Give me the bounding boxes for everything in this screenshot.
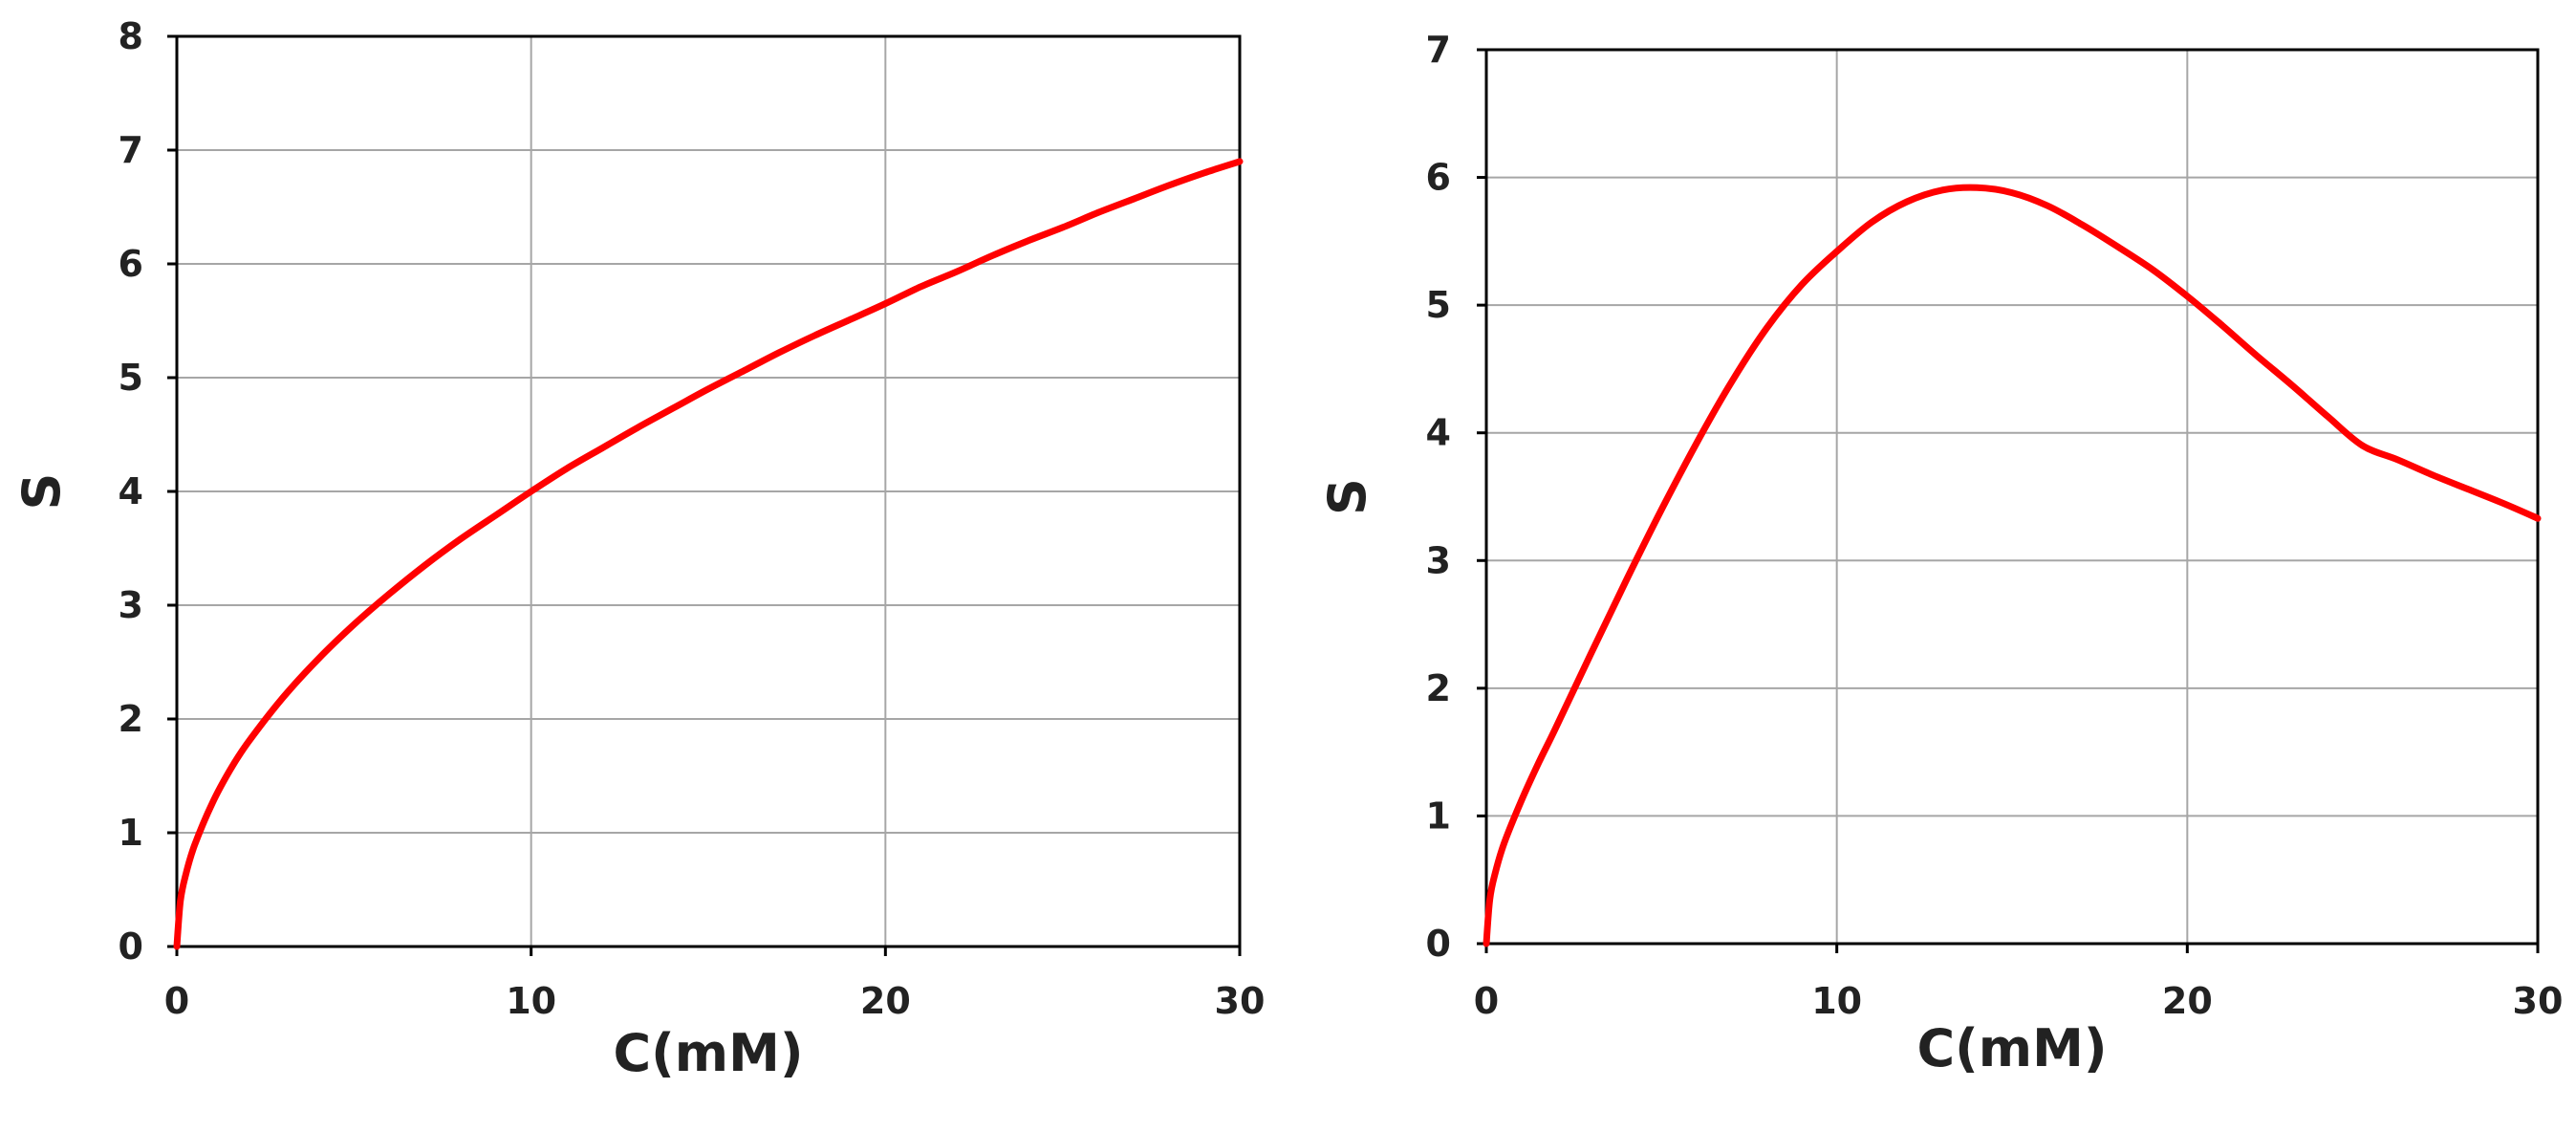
y-tick-label: 2 <box>1426 667 1451 709</box>
series-line <box>173 158 1244 950</box>
x-tick-label: 10 <box>1811 980 1862 1022</box>
y-tick-label: 6 <box>1426 157 1451 199</box>
x-tick-label: 20 <box>2162 980 2213 1022</box>
x-tick-label: 0 <box>1474 980 1499 1022</box>
y-axis-label: S <box>1317 478 1377 515</box>
y-axis-label: S <box>11 473 72 511</box>
x-axis-label: C(mM) <box>1917 1018 2108 1078</box>
y-tick-label: 0 <box>119 925 143 968</box>
x-tick-label: 0 <box>164 980 189 1022</box>
chart-1: 0 10 20 30 0 1 2 3 4 5 6 7 8 C(mM) S <box>11 15 1265 1083</box>
series-line <box>1483 184 2542 947</box>
x-tick-label: 10 <box>506 980 556 1022</box>
y-tick-label: 6 <box>119 243 143 285</box>
y-tick-label: 4 <box>119 470 143 512</box>
x-tick-label: 20 <box>860 980 911 1022</box>
y-tick-label: 1 <box>119 812 143 854</box>
plot-frame <box>1484 48 2540 946</box>
chart-2: 0 10 20 30 0 1 2 3 4 5 6 7 C(mM) S <box>1317 29 2563 1078</box>
y-tick-label: 5 <box>119 357 143 399</box>
y-tick-label: 4 <box>1426 412 1451 454</box>
x-tick-label: 30 <box>1215 980 1266 1022</box>
y-tick-label: 8 <box>119 15 143 57</box>
y-tick-label: 3 <box>1426 539 1451 581</box>
y-tick-label: 7 <box>119 129 143 171</box>
y-tick-label: 3 <box>119 584 143 626</box>
y-tick-label: 5 <box>1426 284 1451 326</box>
x-tick-label: 30 <box>2513 980 2564 1022</box>
y-tick-label: 1 <box>1426 795 1451 837</box>
y-tick-label: 7 <box>1426 29 1451 71</box>
y-tick-label: 0 <box>1426 923 1451 965</box>
x-axis-label: C(mM) <box>614 1023 804 1083</box>
y-tick-label: 2 <box>119 698 143 740</box>
